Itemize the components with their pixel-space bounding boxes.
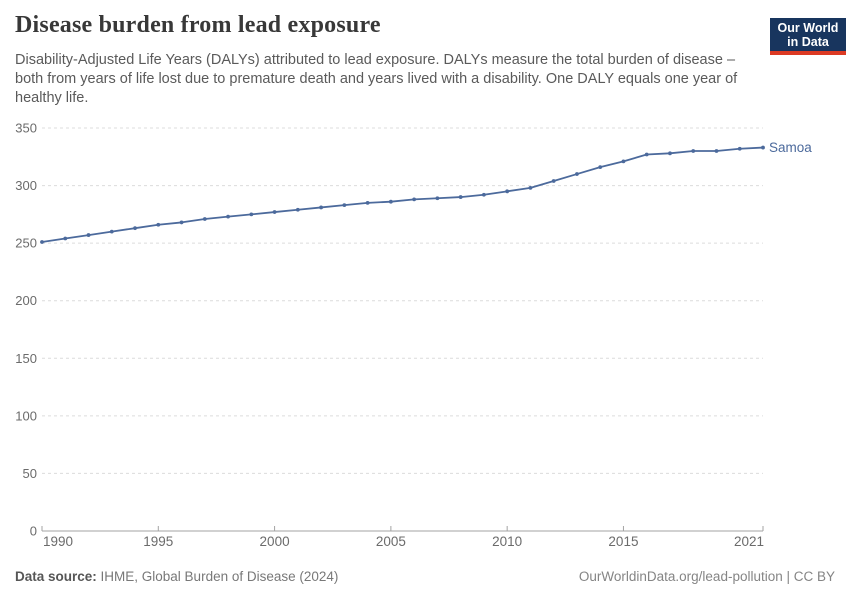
data-point[interactable] bbox=[737, 146, 742, 151]
data-point[interactable] bbox=[598, 165, 603, 170]
x-tick-label: 1990 bbox=[43, 534, 73, 549]
y-tick-label: 0 bbox=[30, 524, 37, 539]
data-point[interactable] bbox=[505, 189, 510, 194]
x-tick-label: 2005 bbox=[376, 534, 406, 549]
owid-logo[interactable]: Our World in Data bbox=[770, 18, 846, 55]
x-tick-label: 2010 bbox=[492, 534, 522, 549]
trend-line[interactable] bbox=[41, 146, 764, 243]
data-point[interactable] bbox=[458, 195, 463, 199]
x-tick-label: 1995 bbox=[143, 534, 173, 549]
data-point[interactable] bbox=[761, 145, 765, 150]
y-tick-label: 300 bbox=[15, 178, 37, 193]
x-tick-label: 2021 bbox=[734, 534, 764, 549]
y-tick-label: 250 bbox=[15, 236, 37, 251]
data-point[interactable] bbox=[365, 200, 370, 205]
data-point[interactable] bbox=[412, 197, 417, 202]
data-point[interactable] bbox=[109, 229, 114, 234]
data-point[interactable] bbox=[156, 222, 161, 227]
y-tick-label: 150 bbox=[15, 351, 37, 366]
data-point[interactable] bbox=[575, 172, 579, 176]
y-tick-label: 350 bbox=[15, 121, 37, 136]
data-point[interactable] bbox=[388, 199, 393, 204]
data-source-text: IHME, Global Burden of Disease (2024) bbox=[96, 569, 339, 584]
y-tick-label: 100 bbox=[15, 408, 37, 423]
data-point[interactable] bbox=[482, 192, 486, 197]
data-point[interactable] bbox=[249, 212, 254, 217]
data-point[interactable] bbox=[63, 236, 68, 241]
data-point[interactable] bbox=[691, 149, 696, 153]
chart-title: Disease burden from lead exposure bbox=[15, 12, 381, 38]
owid-logo-line1: Our World bbox=[777, 21, 839, 35]
data-point[interactable] bbox=[342, 203, 347, 208]
data-point[interactable] bbox=[295, 207, 300, 212]
x-tick-label: 2000 bbox=[260, 534, 290, 549]
data-point[interactable] bbox=[714, 149, 719, 153]
data-point[interactable] bbox=[179, 220, 184, 225]
data-source-label: Data source: bbox=[15, 569, 97, 584]
y-tick-label: 200 bbox=[15, 293, 37, 308]
data-point[interactable] bbox=[668, 151, 672, 156]
chart-subtitle: Disability-Adjusted Life Years (DALYs) a… bbox=[15, 52, 738, 106]
data-point[interactable] bbox=[40, 240, 44, 244]
data-point[interactable] bbox=[319, 205, 323, 210]
entity-label[interactable]: Samoa bbox=[769, 140, 812, 155]
owid-logo-line2: in Data bbox=[787, 35, 829, 49]
data-point[interactable] bbox=[202, 217, 207, 221]
data-source: Data source: IHME, Global Burden of Dise… bbox=[15, 569, 338, 584]
data-point[interactable] bbox=[272, 210, 277, 214]
license-link[interactable]: OurWorldinData.org/lead-pollution | CC B… bbox=[578, 569, 835, 584]
data-point[interactable] bbox=[528, 185, 533, 190]
data-point[interactable] bbox=[621, 159, 626, 164]
data-point[interactable] bbox=[435, 196, 440, 201]
data-point[interactable] bbox=[133, 226, 137, 231]
data-point[interactable] bbox=[226, 214, 230, 219]
data-point[interactable] bbox=[644, 152, 649, 157]
y-tick-label: 50 bbox=[23, 466, 37, 481]
data-point[interactable] bbox=[86, 233, 91, 237]
x-tick-label: 2015 bbox=[608, 534, 638, 549]
data-point[interactable] bbox=[551, 179, 556, 183]
